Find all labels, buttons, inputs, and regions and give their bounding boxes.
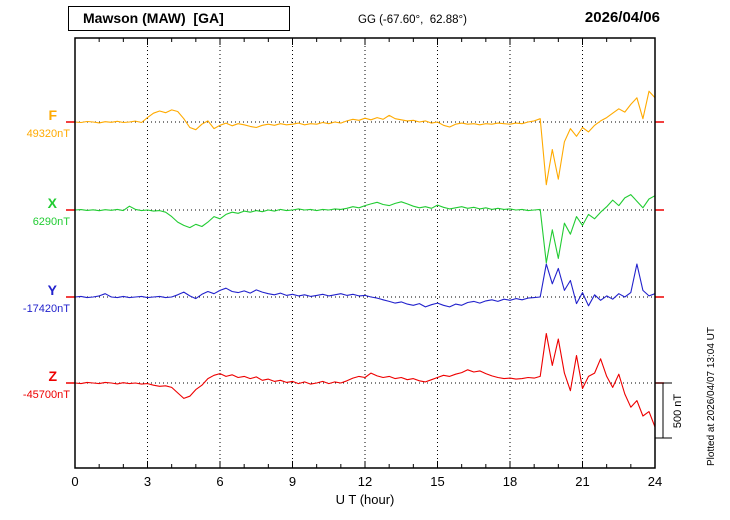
x-tick-label: 9 — [289, 474, 296, 489]
series-f-label: F — [48, 107, 57, 123]
series-x-label: X — [48, 195, 58, 211]
series-x-baseline-value: 6290nT — [33, 216, 71, 228]
station-title: Mawson (MAW) [GA] — [68, 6, 290, 31]
series-y-label: Y — [48, 282, 58, 298]
series-z-label: Z — [48, 368, 57, 384]
plot-date: 2026/04/06 — [584, 9, 660, 26]
plotted-at-note: Plotted at 2026/04/07 13:04 UT — [706, 327, 717, 466]
trace-Y — [74, 263, 656, 308]
x-tick-label: 0 — [71, 474, 78, 489]
trace-Z — [74, 332, 656, 428]
series-y-baseline-value: -17420nT — [23, 303, 70, 315]
geographic-coords: GG (-67.60°, 62.88°) — [358, 14, 467, 26]
x-tick-label: 24 — [648, 474, 662, 489]
chart-layer: 0 3 6 9 12 15 18 21 24 — [66, 38, 672, 489]
x-tick-label: 12 — [358, 474, 372, 489]
series-f-baseline-value: 49320nT — [27, 128, 71, 140]
x-tick-label: 3 — [144, 474, 151, 489]
trace-X — [74, 194, 656, 264]
series-z-baseline-value: -45700nT — [23, 389, 70, 401]
plot-frame — [74, 37, 656, 469]
x-tick-label: 6 — [216, 474, 223, 489]
x-tick-label: 21 — [575, 474, 589, 489]
trace-F — [74, 90, 656, 186]
x-tick-label: 18 — [503, 474, 517, 489]
scale-bar-label: 500 nT — [672, 394, 684, 429]
x-axis-title: U T (hour) — [336, 492, 395, 507]
x-tick-label: 15 — [430, 474, 444, 489]
